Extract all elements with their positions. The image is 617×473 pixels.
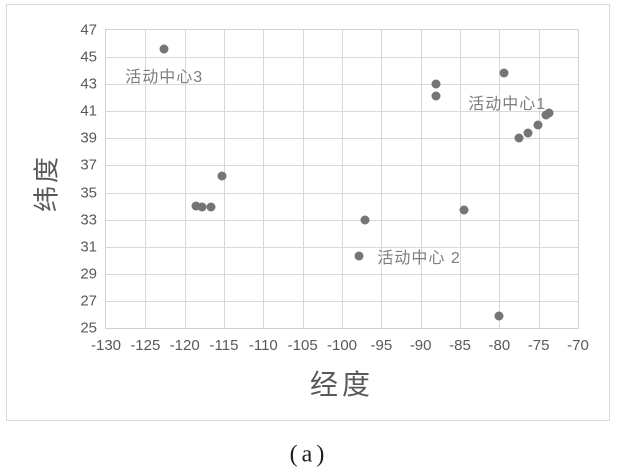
data-point xyxy=(523,128,533,138)
data-point xyxy=(544,108,554,118)
y-tick-label: 31 xyxy=(80,238,97,256)
x-tick-label: -70 xyxy=(567,337,589,354)
data-point xyxy=(360,215,370,225)
x-tick-label: -125 xyxy=(130,337,161,354)
y-tick-label: 43 xyxy=(80,75,97,93)
y-tick-label: 29 xyxy=(80,265,97,283)
horizontal-gridline xyxy=(106,274,578,275)
y-tick-label: 33 xyxy=(80,211,97,229)
vertical-gridline xyxy=(460,30,461,328)
x-tick-label: -75 xyxy=(527,337,550,354)
vertical-gridline xyxy=(421,30,422,328)
x-tick-label: -120 xyxy=(169,337,200,354)
x-tick-label: -80 xyxy=(488,337,511,354)
vertical-gridline xyxy=(381,30,382,328)
vertical-gridline xyxy=(145,30,146,328)
data-point xyxy=(459,205,469,215)
horizontal-gridline xyxy=(106,84,578,85)
annotation-label: 活动中心1 xyxy=(468,95,547,113)
x-tick-label: -110 xyxy=(248,337,278,354)
vertical-gridline xyxy=(263,30,264,328)
vertical-gridline xyxy=(499,30,500,328)
data-point xyxy=(217,171,227,181)
horizontal-gridline xyxy=(106,193,578,194)
annotation-label: 活动中心3 xyxy=(125,68,204,86)
x-tick-label: -105 xyxy=(287,337,318,354)
y-tick-label: 41 xyxy=(80,102,97,120)
horizontal-gridline xyxy=(106,165,578,166)
horizontal-gridline xyxy=(106,57,578,58)
data-point xyxy=(499,68,509,78)
data-point xyxy=(354,251,364,261)
data-point xyxy=(197,202,207,212)
y-tick-label: 25 xyxy=(80,319,97,337)
data-point xyxy=(494,311,504,321)
x-tick-label: -95 xyxy=(370,337,393,354)
annotation-label: 活动中心 2 xyxy=(377,250,461,268)
data-point xyxy=(431,91,441,101)
figure-caption: (a) xyxy=(289,441,329,468)
data-point xyxy=(159,44,169,54)
y-tick-label: 37 xyxy=(80,156,97,174)
horizontal-gridline xyxy=(106,220,578,221)
horizontal-gridline xyxy=(106,111,578,112)
data-point xyxy=(533,120,543,130)
x-tick-label: -115 xyxy=(209,337,239,354)
data-point xyxy=(191,201,201,211)
vertical-gridline xyxy=(185,30,186,328)
x-axis-title: 经度 xyxy=(309,369,375,400)
y-tick-label: 47 xyxy=(80,21,97,39)
vertical-gridline xyxy=(303,30,304,328)
horizontal-gridline xyxy=(106,247,578,248)
horizontal-gridline xyxy=(106,301,578,302)
data-point xyxy=(431,79,441,89)
x-tick-label: -100 xyxy=(326,337,358,354)
x-tick-label: -130 xyxy=(90,337,122,354)
y-tick-label: 45 xyxy=(80,48,97,66)
y-tick-label: 27 xyxy=(80,292,97,310)
data-point xyxy=(514,133,524,143)
plot-area: 活动中心3 活动中心 2 活动中心1 xyxy=(105,29,579,329)
y-axis-title: 纬度 xyxy=(31,153,62,213)
vertical-gridline xyxy=(342,30,343,328)
x-tick-label: -90 xyxy=(409,337,432,354)
y-tick-label: 39 xyxy=(80,129,97,147)
y-tick-label: 35 xyxy=(80,184,97,202)
horizontal-gridline xyxy=(106,138,578,139)
vertical-gridline xyxy=(539,30,540,328)
x-tick-label: -85 xyxy=(449,337,471,354)
data-point xyxy=(206,202,216,212)
chart-frame: 活动中心3 活动中心 2 活动中心1 25 27 29 31 33 35 37 39 41 43 45 4… xyxy=(6,4,610,421)
